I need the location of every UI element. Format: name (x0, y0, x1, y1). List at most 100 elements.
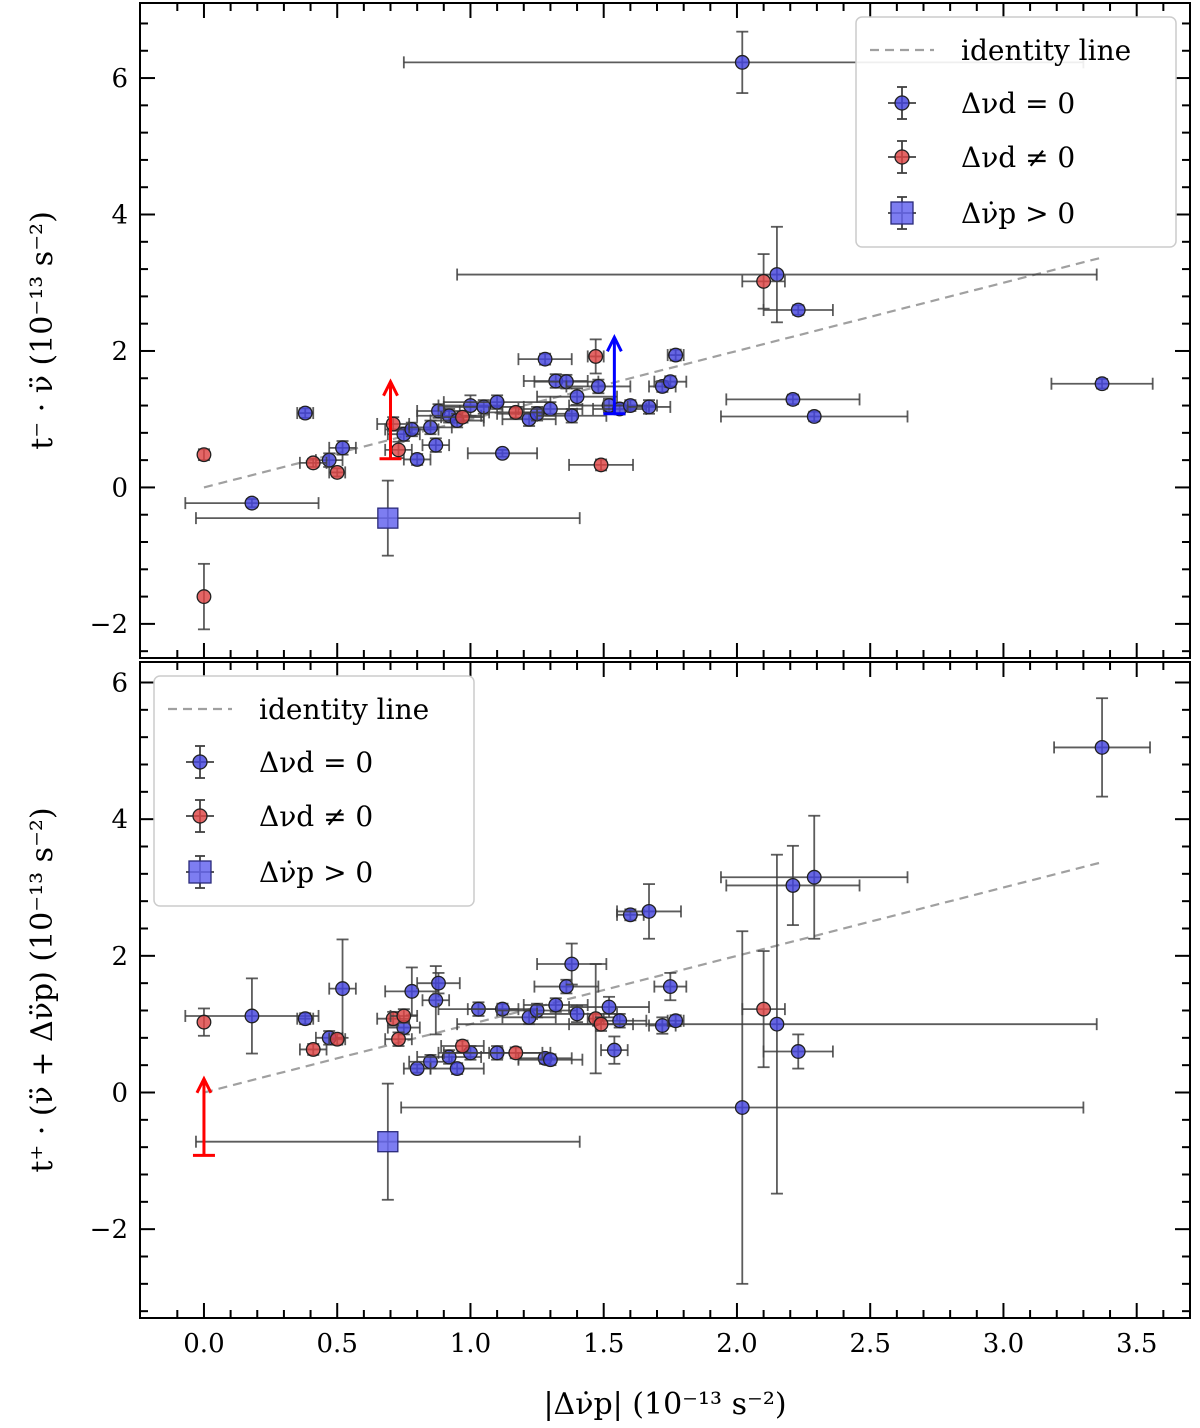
data-point (588, 348, 604, 364)
y-axis-title: t⁺ · (ν̈ + Δν̈p) (10⁻¹³ s⁻²) (25, 807, 60, 1172)
series-nud-nonzero (196, 253, 786, 631)
limit-arrow-head (195, 1075, 213, 1094)
x-axis-title: |Δν̇p| (10⁻¹³ s⁻²) (543, 1387, 786, 1422)
data-point (463, 398, 478, 414)
x-tick-label: 0.0 (183, 1329, 224, 1359)
x-tick-label: 1.0 (450, 1329, 491, 1359)
identity-line (203, 256, 1103, 489)
y-tick-label: 6 (111, 64, 128, 94)
data-point (654, 1018, 670, 1033)
data-point (606, 1042, 622, 1058)
data-point (569, 389, 585, 405)
bottom-plot-area (184, 697, 1151, 1285)
data-point-square (377, 507, 399, 529)
data-point (593, 1016, 609, 1032)
y-tick-label: 0 (111, 1079, 128, 1109)
data-point (404, 983, 420, 999)
data-point (662, 979, 678, 995)
data-point (564, 956, 580, 972)
legend-box (855, 16, 1177, 248)
data-point (769, 1016, 785, 1032)
legend-circle-marker (894, 95, 910, 111)
data-point (542, 401, 558, 417)
y-axis-title: t⁻ · ν̈ (10⁻¹³ s⁻²) (25, 211, 60, 450)
series-nud-zero (184, 30, 1154, 511)
data-point (1094, 376, 1110, 392)
series-nud-nonzero (196, 950, 786, 1075)
series-positive-nudot (195, 1082, 581, 1201)
data-point (508, 1045, 524, 1061)
legend-label: Δνd = 0 (961, 87, 1075, 120)
x-tick-label: 0.5 (317, 1329, 358, 1359)
data-point (396, 1008, 412, 1024)
data-point (329, 464, 345, 480)
data-point (297, 405, 313, 421)
x-tick-label: 2.0 (716, 1329, 757, 1359)
bottom-panel: −2 0 2 4 6 0.0 0.5 1.0 1.5 2.0 2.5 3.0 3.5 t⁺ · (ν̈ +… (25, 661, 1191, 1422)
data-point (244, 495, 260, 511)
data-point (305, 455, 321, 471)
data-point (409, 452, 425, 467)
bottom-legend: identity line Δνd = 0 Δνd ≠ 0 Δν̇p > 0 (153, 675, 475, 907)
data-point (508, 404, 524, 420)
data-point (668, 1013, 684, 1029)
y-tick-label: −2 (90, 610, 128, 640)
x-tick-label: 2.5 (850, 1329, 891, 1359)
data-point (769, 267, 785, 283)
data-point (564, 408, 580, 424)
data-point (489, 394, 505, 410)
series-positive-nudot (195, 479, 581, 557)
legend-circle-marker (192, 808, 208, 824)
data-point (449, 1061, 465, 1077)
data-point (756, 273, 772, 289)
limit-arrow-head (606, 333, 623, 352)
data-point-square (377, 1131, 399, 1153)
data-point (431, 975, 446, 991)
data-point (297, 1011, 313, 1027)
bottom-ticks (140, 662, 1191, 1318)
data-point (335, 981, 350, 997)
data-point (455, 1038, 470, 1054)
series-nud-zero (184, 697, 1151, 1285)
x-tick-label: 3.5 (1116, 1329, 1157, 1359)
data-point (641, 399, 657, 415)
data-point (622, 398, 638, 414)
legend-label: Δνd ≠ 0 (961, 141, 1075, 174)
bottom-axes-frame (139, 661, 1191, 1319)
data-point (542, 1052, 558, 1068)
data-point (612, 1013, 628, 1029)
data-point (785, 391, 801, 407)
data-point (790, 1044, 806, 1059)
top-ticks (140, 3, 1191, 658)
data-point (668, 347, 684, 363)
data-point (806, 409, 822, 424)
data-point (335, 440, 350, 456)
legend-label: Δν̇p > 0 (259, 856, 373, 889)
y-tick-label: 0 (111, 473, 128, 503)
data-point (196, 1014, 212, 1030)
legend-label: Δνd = 0 (259, 746, 373, 779)
data-point (455, 409, 470, 425)
data-point (662, 374, 678, 390)
data-point (756, 1001, 772, 1017)
data-point (428, 437, 444, 453)
top-legend: identity line Δνd = 0 Δνd ≠ 0 Δν̇p > 0 (855, 16, 1177, 248)
data-point (321, 452, 337, 468)
data-point (569, 1006, 585, 1022)
data-point (806, 869, 822, 885)
data-point (305, 1041, 321, 1057)
legend-label: Δν̇p > 0 (961, 197, 1075, 230)
x-tick-label: 1.5 (583, 1329, 624, 1359)
legend-label: identity line (259, 693, 429, 726)
data-point (734, 1100, 750, 1115)
data-point (558, 979, 574, 995)
data-point (391, 1031, 406, 1047)
y-tick-label: 2 (111, 337, 128, 367)
data-point (494, 445, 510, 461)
legend-label: identity line (961, 34, 1131, 67)
x-tick-label: 3.0 (983, 1329, 1024, 1359)
data-point (391, 442, 406, 458)
y-tick-label: 2 (111, 942, 128, 972)
data-point (622, 907, 638, 923)
data-point (790, 302, 806, 318)
